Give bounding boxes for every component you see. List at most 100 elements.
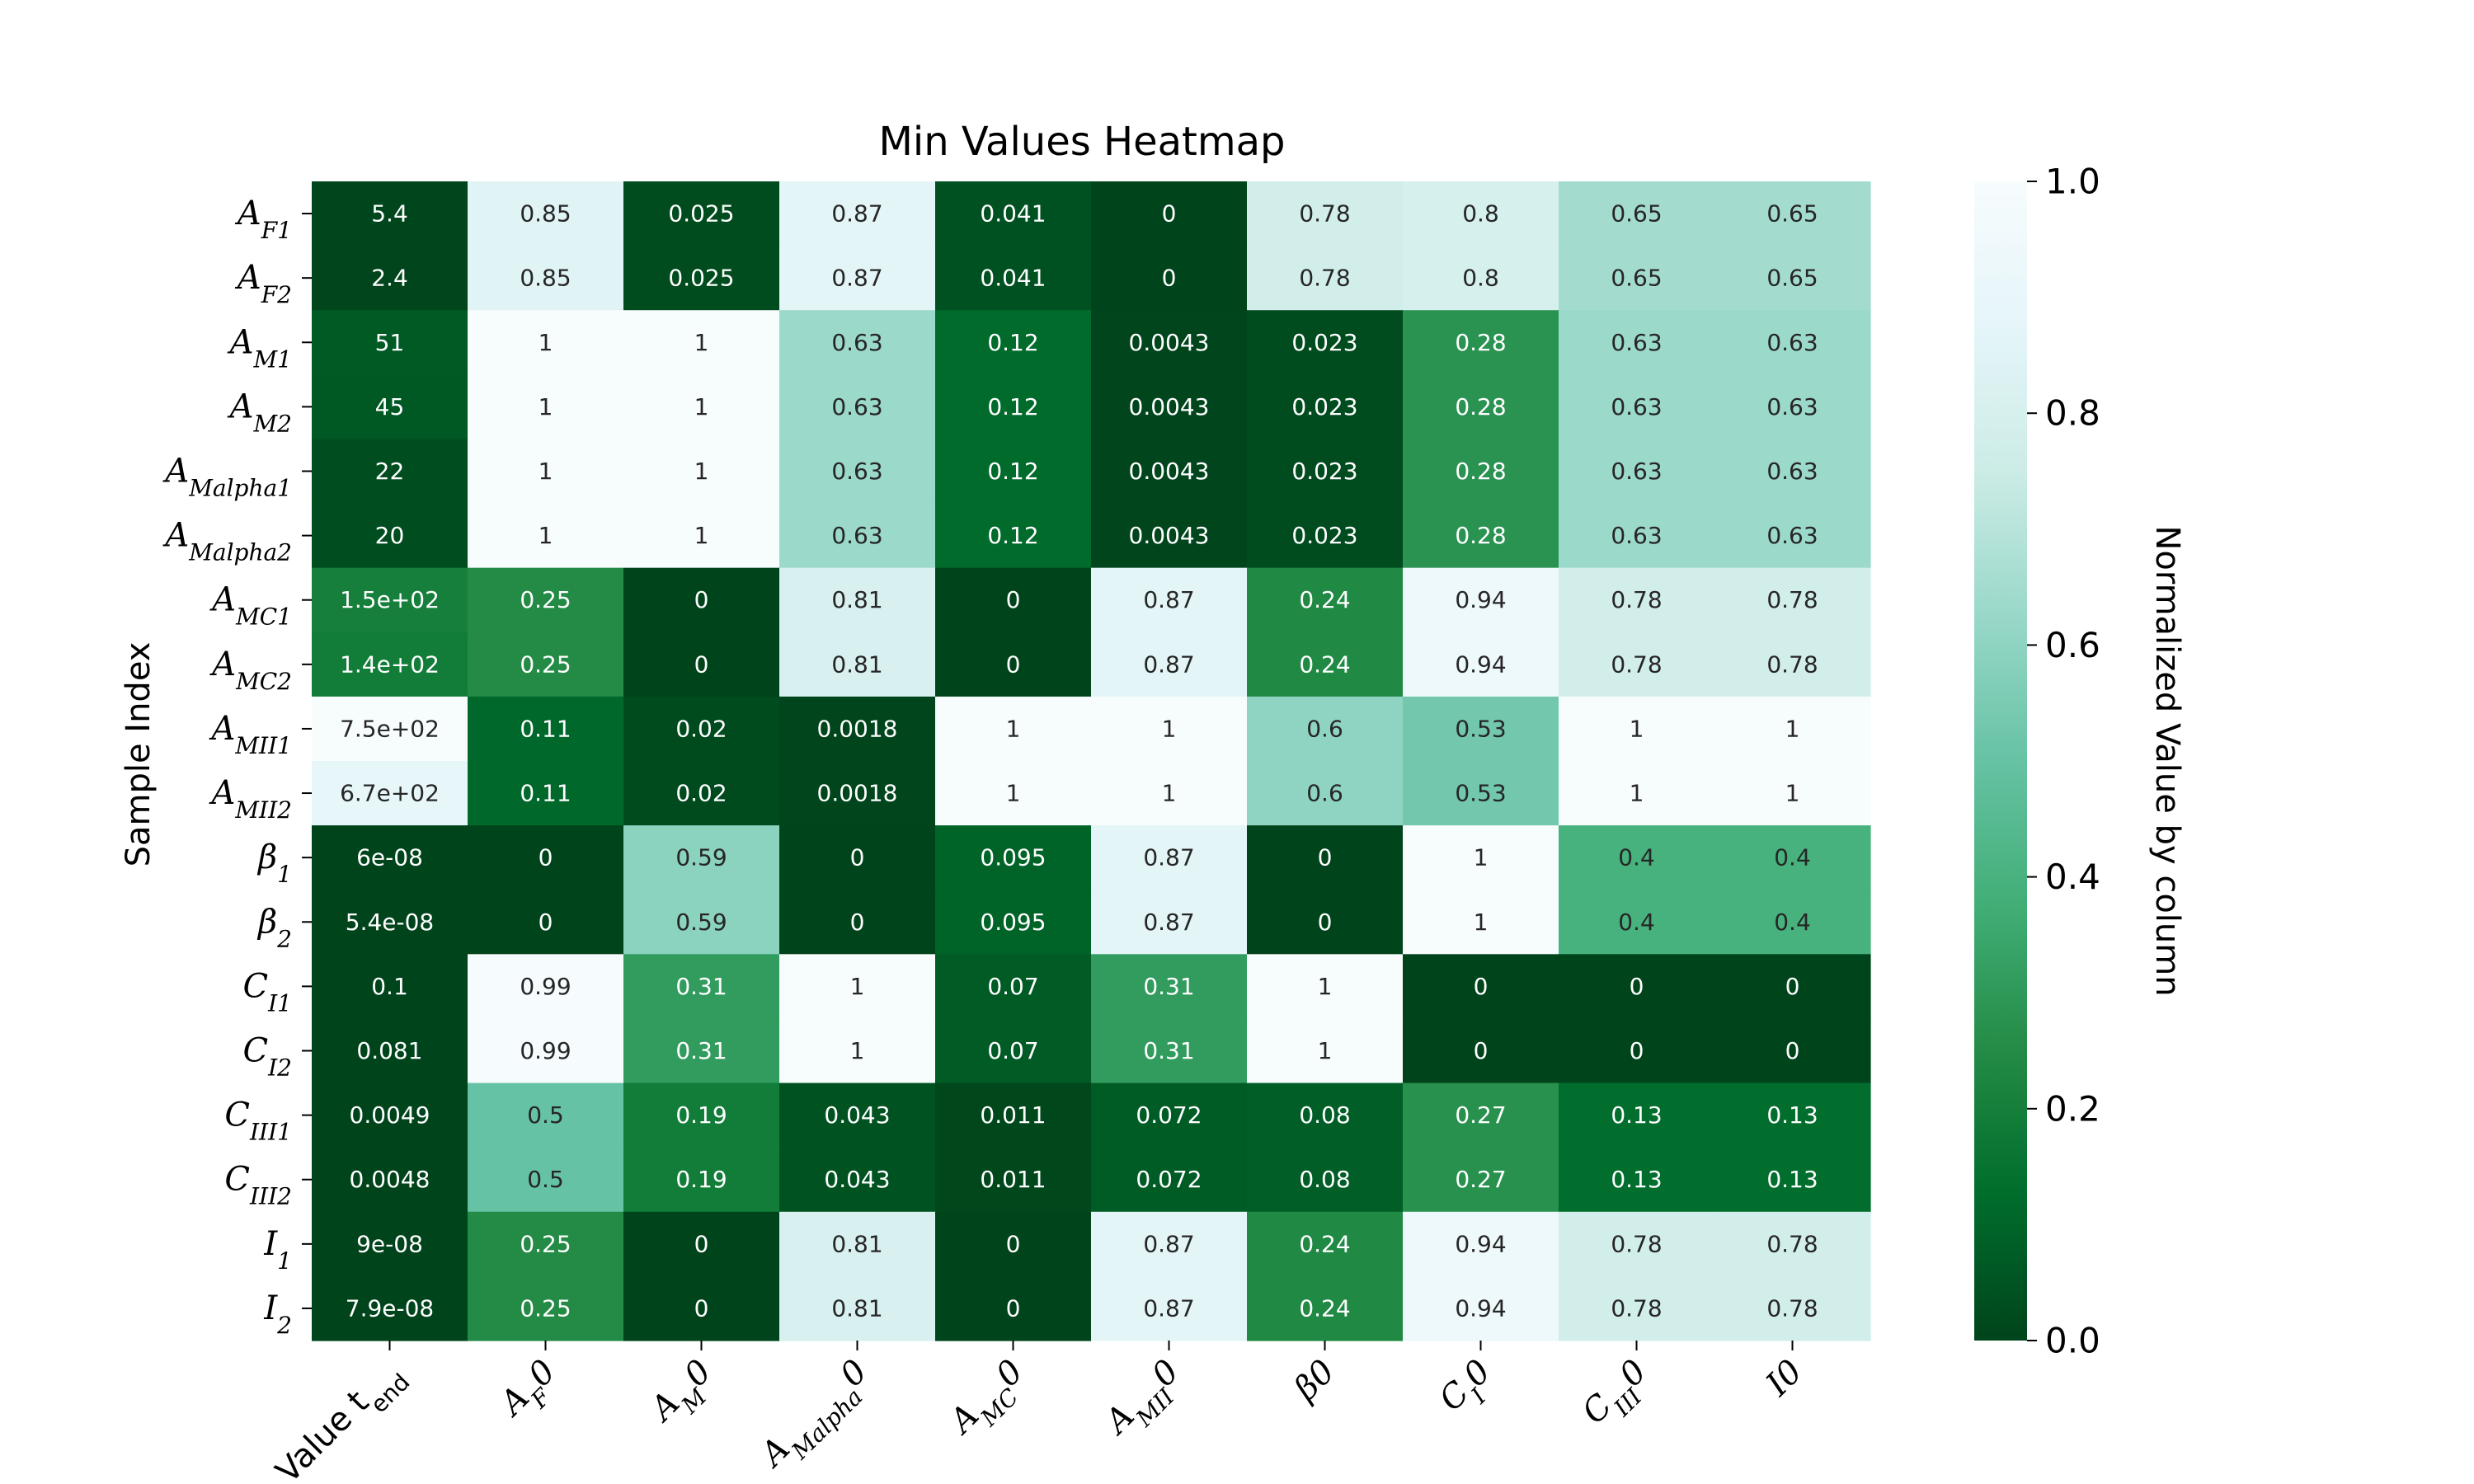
heatmap-cell bbox=[1091, 761, 1248, 826]
cell-value-label: 0.072 bbox=[1136, 1166, 1202, 1193]
cell-value-label: 0.02 bbox=[675, 780, 727, 807]
heatmap-cell bbox=[1091, 374, 1248, 440]
heatmap-cell bbox=[468, 181, 624, 247]
heatmap-cell bbox=[1091, 954, 1248, 1020]
cell-value-label: 0.81 bbox=[831, 1294, 882, 1322]
column-tick-label: CI0 bbox=[1432, 1353, 1507, 1427]
heatmap-cell bbox=[1559, 1147, 1715, 1213]
cell-value-label: 0.6 bbox=[1306, 780, 1343, 807]
cell-value-label: 0.25 bbox=[520, 1294, 571, 1322]
cell-value-label: 0.78 bbox=[1611, 650, 1662, 678]
cell-value-label: 0 bbox=[694, 586, 709, 613]
heatmap-cell bbox=[1403, 310, 1559, 375]
heatmap-cell bbox=[935, 567, 1092, 633]
cell-value-label: 0 bbox=[850, 909, 865, 936]
heatmap-cell bbox=[1247, 1082, 1404, 1148]
row-tick-label: AMalpha1 bbox=[162, 453, 292, 502]
heatmap-cell bbox=[779, 825, 936, 890]
heatmap-cell bbox=[1714, 632, 1871, 697]
heatmap-cell bbox=[1403, 890, 1559, 955]
cell-value-label: 0.8 bbox=[1462, 265, 1499, 292]
heatmap-cell bbox=[468, 567, 624, 633]
cell-value-label: 0.24 bbox=[1299, 650, 1350, 678]
heatmap-cell bbox=[935, 632, 1092, 697]
heatmap-cell bbox=[623, 503, 780, 569]
cell-value-label: 0.02 bbox=[675, 715, 727, 742]
heatmap-cell bbox=[312, 567, 468, 633]
cell-value-label: 0 bbox=[850, 844, 865, 871]
heatmap-cell bbox=[468, 761, 624, 826]
cell-value-label: 0.095 bbox=[980, 844, 1046, 871]
colorbar-tick-label: 0.4 bbox=[2045, 857, 2100, 897]
heatmap-cell bbox=[468, 1275, 624, 1341]
cell-value-label: 0 bbox=[694, 1294, 709, 1322]
heatmap-cell bbox=[468, 825, 624, 890]
heatmap-cell bbox=[1559, 246, 1715, 311]
cell-value-label: 0.31 bbox=[1143, 1037, 1194, 1064]
heatmap-cell bbox=[1091, 181, 1248, 247]
heatmap-cell bbox=[935, 761, 1092, 826]
column-tick-label: CIII0 bbox=[1575, 1353, 1662, 1439]
heatmap-cell bbox=[1091, 1275, 1248, 1341]
heatmap-cell bbox=[1403, 567, 1559, 633]
heatmap-cell bbox=[1714, 246, 1871, 311]
cell-value-label: 0.63 bbox=[831, 329, 882, 356]
cell-value-label: 0.011 bbox=[980, 1101, 1046, 1129]
heatmap-cell bbox=[623, 567, 780, 633]
cell-value-label: 0.81 bbox=[831, 1230, 882, 1257]
cell-value-label: 0.08 bbox=[1299, 1101, 1350, 1129]
heatmap-cell bbox=[312, 1147, 468, 1213]
cell-value-label: 0.81 bbox=[831, 650, 882, 678]
cell-value-label: 0.63 bbox=[1611, 522, 1662, 549]
row-tick-label: β1 bbox=[256, 838, 292, 888]
cell-value-label: 0.24 bbox=[1299, 1294, 1350, 1322]
row-tick-label: AF2 bbox=[234, 259, 292, 308]
cell-value-label: 1.4e+02 bbox=[340, 650, 440, 678]
cell-value-label: 0.041 bbox=[980, 265, 1046, 292]
heatmap-cell bbox=[1403, 632, 1559, 697]
heatmap-cell bbox=[1714, 310, 1871, 375]
cell-value-label: 0.28 bbox=[1455, 329, 1506, 356]
cell-value-label: 0.78 bbox=[1611, 1294, 1662, 1322]
cell-value-label: 0.07 bbox=[987, 1037, 1038, 1064]
cell-value-label: 0.023 bbox=[1291, 522, 1357, 549]
cell-value-label: 0.12 bbox=[987, 393, 1038, 420]
row-tick-label: CIII1 bbox=[224, 1097, 292, 1146]
chart-title: Min Values Heatmap bbox=[878, 119, 1285, 165]
heatmap-cell bbox=[623, 1018, 780, 1084]
heatmap-cell bbox=[1714, 439, 1871, 505]
heatmap-cell bbox=[623, 954, 780, 1020]
heatmap-cell bbox=[1247, 246, 1404, 311]
heatmap-cell bbox=[1714, 954, 1871, 1020]
cell-value-label: 1 bbox=[1006, 715, 1021, 742]
cell-value-label: 1 bbox=[539, 393, 553, 420]
cell-value-label: 1 bbox=[1318, 973, 1333, 1000]
heatmap-cell bbox=[779, 439, 936, 505]
cell-value-label: 0.27 bbox=[1455, 1101, 1506, 1129]
heatmap-cell bbox=[1403, 954, 1559, 1020]
cell-value-label: 9e-08 bbox=[356, 1230, 423, 1257]
heatmap-cell bbox=[312, 761, 468, 826]
heatmap-cell bbox=[623, 1147, 780, 1213]
heatmap-cell bbox=[468, 310, 624, 375]
heatmap-cell bbox=[312, 374, 468, 440]
heatmap-cell bbox=[623, 632, 780, 697]
heatmap-cell bbox=[935, 1018, 1092, 1084]
heatmap-cell bbox=[468, 632, 624, 697]
heatmap-cell bbox=[1247, 761, 1404, 826]
cell-value-label: 0 bbox=[1162, 265, 1177, 292]
cell-value-label: 1 bbox=[1318, 1037, 1333, 1064]
cell-value-label: 0 bbox=[1785, 1037, 1800, 1064]
cell-value-label: 2.4 bbox=[371, 265, 408, 292]
cell-value-label: 7.5e+02 bbox=[340, 715, 440, 742]
heatmap-cell bbox=[468, 890, 624, 955]
cell-value-label: 0.0043 bbox=[1129, 393, 1210, 420]
heatmap-cell bbox=[1247, 567, 1404, 633]
column-tick-label: AMII0 bbox=[1096, 1353, 1194, 1451]
heatmap-cell bbox=[1559, 439, 1715, 505]
heatmap-cell bbox=[779, 696, 936, 762]
heatmap-cell bbox=[1714, 890, 1871, 955]
cell-value-label: 0.85 bbox=[520, 200, 571, 228]
cell-value-label: 6.7e+02 bbox=[340, 780, 440, 807]
heatmap-cell bbox=[1559, 1211, 1715, 1277]
